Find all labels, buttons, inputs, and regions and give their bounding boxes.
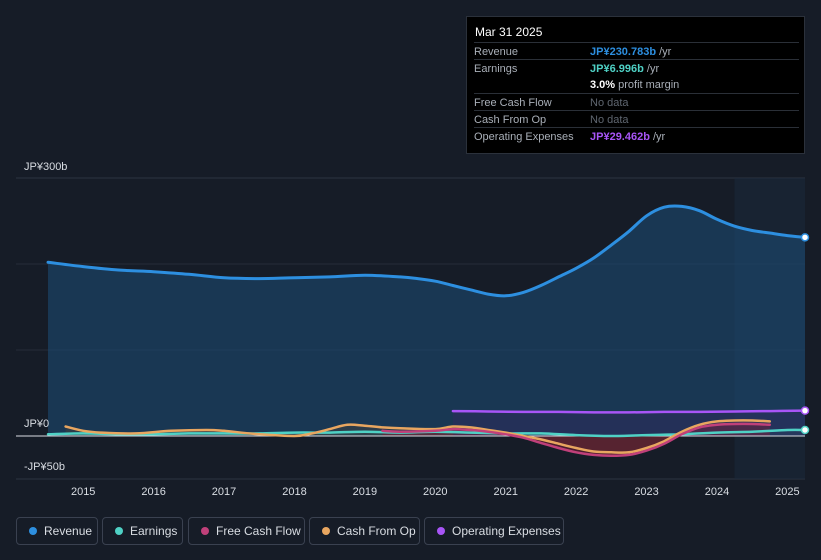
data-tooltip: Mar 31 2025 Revenue JP¥230.783b /yr Earn… — [466, 16, 805, 154]
tooltip-suffix: /yr — [649, 131, 666, 143]
legend-dot-icon — [437, 527, 445, 535]
legend-cash-from-op[interactable]: Cash From Op — [309, 517, 420, 545]
tooltip-row-cfo: Cash From Op No data — [474, 110, 799, 128]
y-label-bottom: -JP¥50b — [24, 461, 65, 473]
tooltip-suffix: profit margin — [615, 79, 680, 91]
x-tick-label: 2024 — [705, 486, 729, 498]
legend-label: Cash From Op — [337, 524, 416, 538]
tooltip-value: No data — [590, 114, 629, 126]
legend-label: Free Cash Flow — [216, 524, 301, 538]
legend-dot-icon — [29, 527, 37, 535]
x-tick-label: 2021 — [493, 486, 517, 498]
x-tick-label: 2018 — [282, 486, 306, 498]
revenue-line — [46, 204, 807, 298]
earnings-end-marker — [800, 425, 810, 435]
x-tick-label: 2025 — [775, 486, 799, 498]
x-tick-label: 2019 — [353, 486, 377, 498]
operating-expenses-end-marker — [800, 406, 810, 415]
legend-label: Earnings — [130, 524, 178, 538]
tooltip-label: Free Cash Flow — [474, 97, 552, 109]
revenue-end-marker — [800, 233, 810, 242]
x-tick-label: 2016 — [141, 486, 165, 498]
tooltip-row-margin: 3.0% profit margin — [474, 76, 799, 93]
x-tick-label: 2017 — [212, 486, 236, 498]
tooltip-date: Mar 31 2025 — [475, 25, 543, 39]
tooltip-row-revenue: Revenue JP¥230.783b /yr — [474, 42, 799, 60]
tooltip-label: Revenue — [474, 46, 519, 58]
legend-label: Revenue — [44, 524, 93, 538]
tooltip-label: Earnings — [474, 63, 518, 75]
tooltip-label: Cash From Op — [474, 114, 547, 126]
cash-from-op-line — [64, 419, 772, 454]
y-label-top: JP¥300b — [24, 161, 67, 173]
legend-revenue[interactable]: Revenue — [16, 517, 98, 545]
tooltip-suffix: /yr — [656, 46, 672, 58]
tooltip-value: 3.0% — [590, 79, 616, 91]
operating-expenses-line — [451, 409, 807, 414]
y-label-zero: JP¥0 — [24, 418, 49, 430]
legend-dot-icon — [322, 527, 330, 535]
tooltip-value: No data — [590, 97, 629, 109]
legend-operating-expenses[interactable]: Operating Expenses — [424, 517, 564, 545]
tooltip-value: JP¥230.783b — [590, 46, 657, 58]
tooltip-value: JP¥6.996b — [590, 63, 644, 75]
tooltip-label: Operating Expenses — [474, 131, 574, 143]
legend-free-cash-flow[interactable]: Free Cash Flow — [188, 517, 305, 545]
x-tick-label: 2020 — [423, 486, 447, 498]
operating-expenses-area — [452, 410, 805, 436]
x-tick-label: 2015 — [71, 486, 95, 498]
legend-label: Operating Expenses — [452, 524, 561, 538]
legend-dot-icon — [115, 527, 123, 535]
tooltip-value: JP¥29.462b — [590, 131, 650, 143]
x-tick-label: 2023 — [634, 486, 658, 498]
revenue-area — [48, 205, 805, 436]
legend-earnings[interactable]: Earnings — [102, 517, 183, 545]
tooltip-row-fcf: Free Cash Flow No data — [474, 93, 799, 111]
tooltip-row-opex: Operating Expenses JP¥29.462b /yr — [474, 127, 799, 145]
tooltip-row-earnings: Earnings JP¥6.996b /yr — [474, 59, 799, 77]
free-cash-flow-line — [381, 422, 772, 458]
tooltip-suffix: /yr — [643, 63, 660, 75]
legend-dot-icon — [201, 527, 209, 535]
x-tick-label: 2022 — [564, 486, 588, 498]
